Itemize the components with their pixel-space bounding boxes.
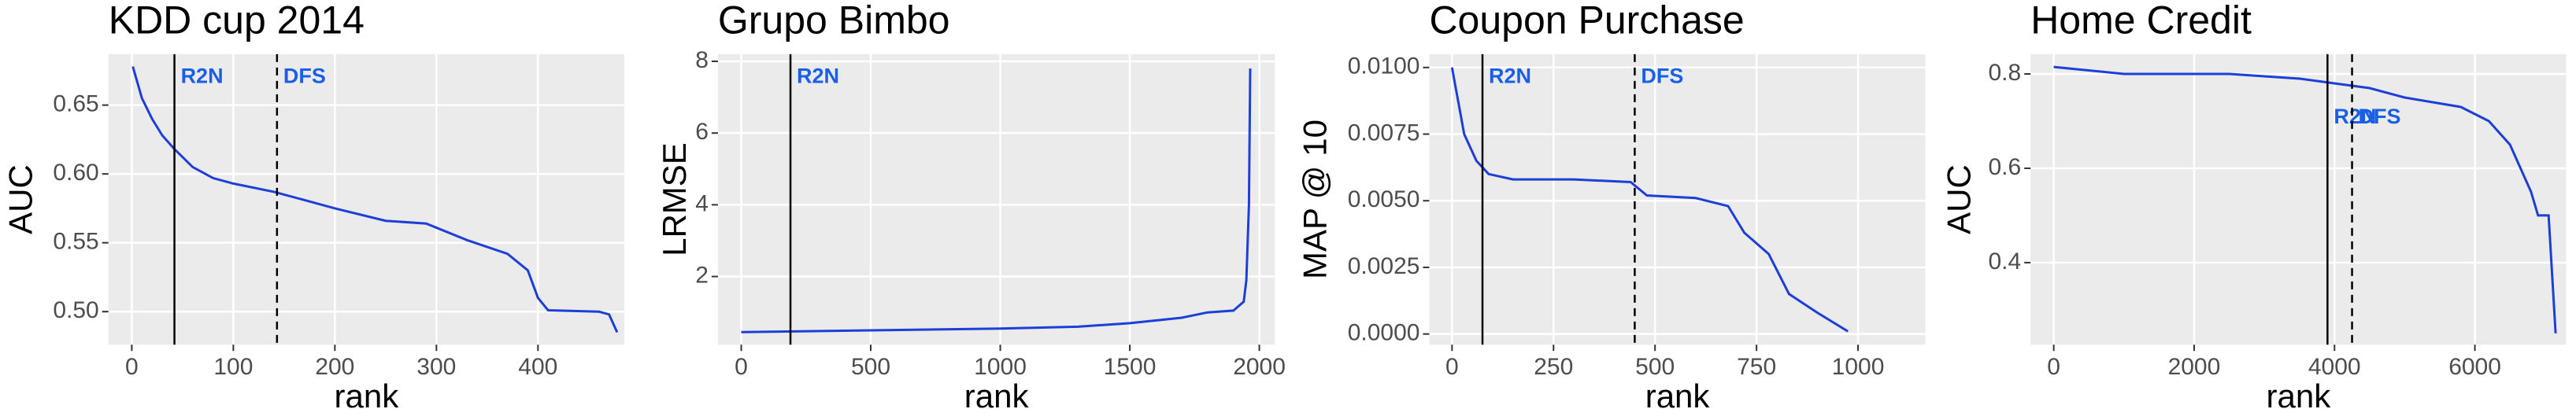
y-axis-title: LRMSE	[656, 142, 693, 256]
x-tick-label: 750	[1737, 354, 1776, 380]
chart-title: Home Credit	[2030, 0, 2252, 42]
annotation-label: R2N	[2334, 105, 2376, 128]
plot-background	[717, 53, 1275, 345]
x-tick-label: 400	[518, 354, 557, 380]
y-tick-label: 0.4	[1988, 249, 2021, 274]
x-axis-title: rank	[2266, 378, 2331, 414]
y-tick-label: 8	[695, 47, 709, 73]
annotation-label: R2N	[1489, 64, 1531, 88]
x-tick-label: 2000	[2168, 354, 2221, 380]
y-tick-label: 6	[695, 119, 709, 145]
annotation-label: DFS	[1641, 64, 1683, 88]
data-line	[2053, 65, 2557, 333]
x-axis-title: rank	[1645, 378, 1711, 414]
x-tick-label: 200	[315, 354, 354, 380]
y-axis-title: MAP @ 10	[1297, 120, 1334, 279]
x-tick-label: 300	[416, 354, 456, 380]
x-axis-title: rank	[334, 378, 399, 414]
chart-title: Grupo Bimbo	[718, 0, 950, 42]
y-tick-label: 0.0000	[1348, 320, 1420, 346]
x-tick-label: 2000	[1233, 354, 1286, 380]
x-tick-label: 1000	[1832, 354, 1885, 380]
x-tick-label: 4000	[2308, 354, 2361, 380]
y-tick-label: 2	[695, 262, 709, 288]
annotation-label: DFS	[2359, 105, 2401, 128]
y-tick-label: 0.0025	[1348, 253, 1420, 279]
data-line	[1450, 67, 1849, 333]
plot-background	[108, 53, 624, 345]
y-tick-label: 0.65	[53, 91, 98, 117]
x-tick-label: 100	[213, 354, 253, 380]
y-tick-label: 0.55	[53, 229, 98, 255]
data-line	[741, 68, 1252, 333]
x-tick-label: 500	[1635, 354, 1675, 380]
data-line	[131, 66, 619, 333]
chart-title: Coupon Purchase	[1429, 0, 1744, 42]
annotation-label: DFS	[283, 64, 326, 88]
y-tick-label: 0.50	[53, 297, 98, 323]
x-tick-label: 1500	[1104, 354, 1157, 380]
y-tick-label: 0.8	[1988, 60, 2021, 86]
annotation-label: R2N	[797, 64, 839, 88]
y-axis-title: AUC	[1941, 164, 1978, 234]
y-tick-label: 0.0100	[1348, 53, 1420, 79]
x-tick-label: 1000	[974, 354, 1027, 380]
x-tick-label: 0	[125, 354, 139, 380]
x-tick-label: 0	[1445, 354, 1459, 380]
annotation-label: R2N	[181, 64, 224, 88]
panel: 0.50 0.55 0.60 0.65 0 100 200 300 400 R2N DFS KDD c…	[2, 0, 624, 414]
y-tick-label: 0.0075	[1348, 120, 1420, 146]
panel: 0.0000 0.0025 0.0050 0.0075 0.0100 0 250 500 750…	[1297, 0, 1926, 414]
x-axis-title: rank	[964, 378, 1030, 414]
y-tick-label: 0.0050	[1348, 186, 1420, 212]
plot-background	[2030, 53, 2567, 345]
y-tick-label: 0.60	[53, 160, 98, 186]
y-tick-label: 4	[695, 190, 709, 216]
chart-title: KDD cup 2014	[109, 0, 365, 42]
x-tick-label: 6000	[2448, 354, 2501, 380]
x-tick-label: 500	[851, 354, 890, 380]
x-tick-label: 250	[1534, 354, 1573, 380]
x-tick-label: 0	[735, 354, 748, 380]
y-tick-label: 0.6	[1988, 154, 2021, 180]
x-tick-label: 0	[2047, 354, 2060, 380]
plot-background	[1429, 53, 1926, 345]
panel: 2 4 6 8 0 500 1000 1500 2000 R2N Grupo Bimbo rank LR…	[656, 0, 1286, 414]
y-axis-title: AUC	[2, 164, 39, 234]
